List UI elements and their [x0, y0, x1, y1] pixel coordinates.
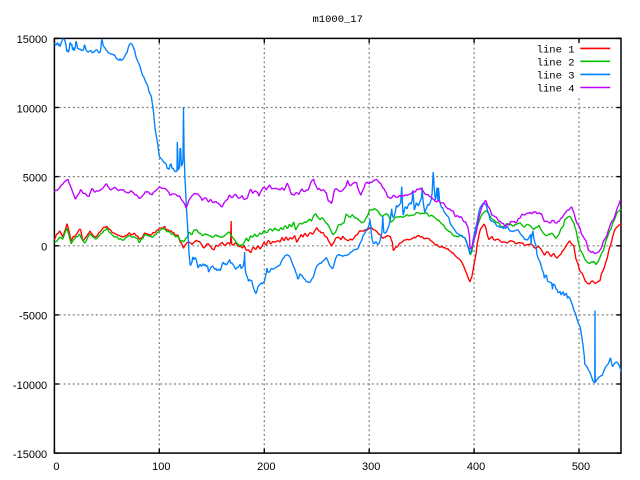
- svg-text:-15000: -15000: [13, 449, 47, 461]
- svg-text:300: 300: [362, 461, 380, 473]
- svg-text:line 2: line 2: [537, 57, 575, 69]
- svg-text:200: 200: [257, 461, 275, 473]
- svg-text:15000: 15000: [17, 34, 48, 46]
- svg-text:400: 400: [467, 461, 485, 473]
- svg-text:-5000: -5000: [19, 311, 47, 323]
- svg-text:line 1: line 1: [537, 45, 575, 57]
- svg-text:10000: 10000: [17, 103, 48, 115]
- svg-text:-10000: -10000: [13, 380, 47, 392]
- svg-text:0: 0: [41, 242, 47, 254]
- svg-text:0: 0: [53, 461, 59, 473]
- svg-text:5000: 5000: [23, 172, 47, 184]
- svg-text:line 3: line 3: [537, 71, 575, 83]
- svg-text:500: 500: [572, 461, 590, 473]
- svg-text:m1000_17: m1000_17: [312, 14, 362, 26]
- svg-text:line 4: line 4: [537, 84, 575, 96]
- svg-text:100: 100: [152, 461, 170, 473]
